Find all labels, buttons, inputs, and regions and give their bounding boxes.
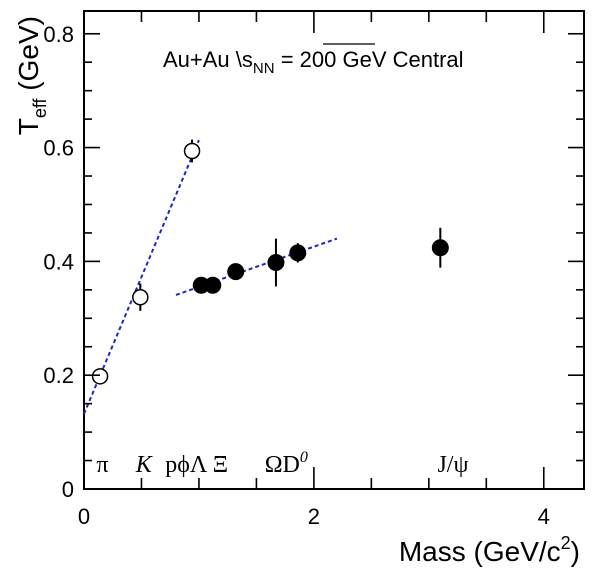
particle-label: π [96, 452, 108, 478]
x-tick-label: 2 [308, 504, 320, 529]
data-point-filled [431, 239, 449, 257]
data-point-filled [289, 244, 307, 262]
y-tick-label: 0.8 [43, 22, 74, 47]
data-point-open [183, 142, 201, 160]
particle-label: J/ψ [437, 452, 468, 478]
particle-label: pϕΛ Ξ [165, 452, 228, 478]
data-point-filled [204, 276, 222, 294]
x-tick-label: 0 [78, 504, 90, 529]
data-point-filled [227, 263, 245, 281]
data-point-filled [267, 254, 285, 272]
x-tick-label: 4 [538, 504, 550, 529]
fit-line [83, 139, 200, 415]
y-tick-label: 0.6 [43, 136, 74, 161]
y-tick-label: 0.2 [43, 363, 74, 388]
collision-system-label: Au+Au \sNN = 200 GeV Central [163, 47, 464, 77]
y-axis-title: Teff (GeV) [13, 16, 50, 135]
data-point-open [91, 368, 109, 385]
data-point-open [132, 288, 149, 306]
plot-frame [83, 10, 585, 490]
particle-label: K [135, 452, 154, 478]
y-tick-label: 0.4 [43, 249, 74, 274]
particle-label: ΩD0 [265, 449, 308, 478]
x-axis-title: Mass (GeV/c2) [399, 533, 580, 567]
y-tick-label: 0 [62, 477, 74, 502]
